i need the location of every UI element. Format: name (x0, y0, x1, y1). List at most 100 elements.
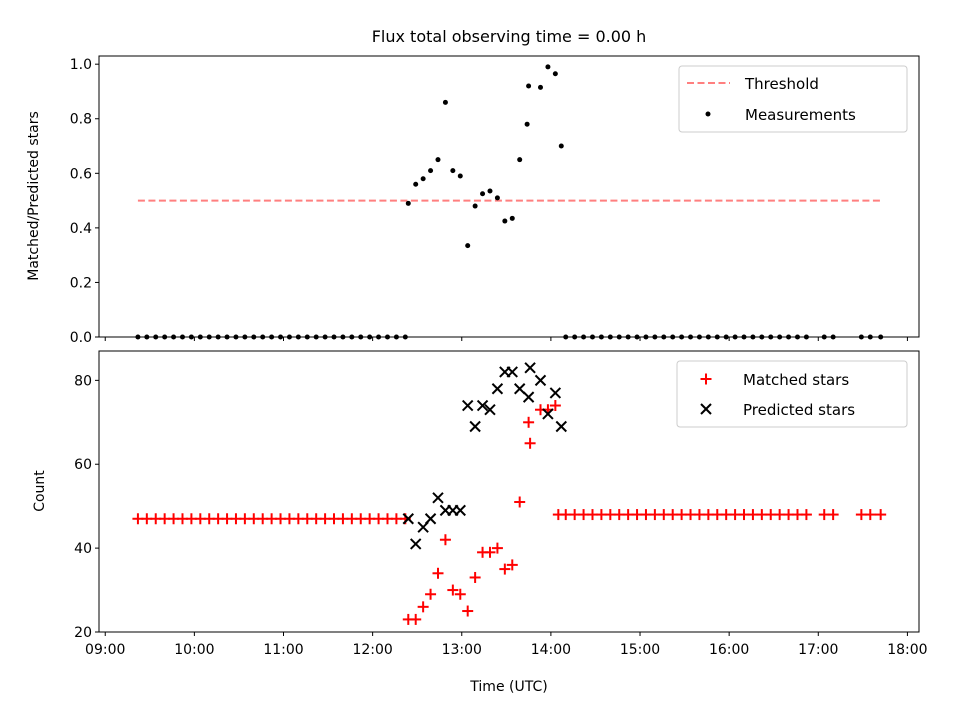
matched-star-point (875, 509, 887, 521)
measurement-point (442, 99, 448, 105)
top-axis-ticks: 0.0 0.2 0.4 0.6 0.8 1.0 (70, 57, 908, 346)
bottom-plot-area (132, 362, 887, 625)
measurement-point (480, 191, 486, 197)
top-y-axis-label: Matched/Predicted stars (26, 111, 42, 281)
x-tick-label: 16:00 (709, 642, 749, 658)
predicted-star-point (506, 366, 518, 378)
bottom-y-tick-label: 60 (74, 457, 92, 473)
measurement-point (428, 168, 434, 174)
matched-star-point (800, 509, 812, 521)
top-y-tick-label: 0.2 (70, 275, 92, 291)
measurement-point (509, 215, 515, 221)
matched-legend-marker (700, 373, 712, 385)
predicted-star-point (542, 408, 554, 420)
x-tick-label: 13:00 (442, 642, 482, 658)
predicted-star-point (513, 383, 526, 395)
measurement-point (420, 176, 426, 182)
measurement-point (457, 173, 463, 179)
x-tick-label: 18:00 (887, 642, 927, 658)
predicted-star-point (522, 391, 535, 403)
matched-star-point (417, 601, 429, 613)
matched-star-point (491, 542, 503, 554)
matched-star-point (549, 400, 561, 412)
measurement-point (558, 143, 564, 149)
top-y-tick-label: 0.4 (70, 221, 92, 237)
bottom-legend-box (676, 360, 908, 428)
measurement-point (537, 84, 543, 90)
bottom-y-tick-label: 20 (74, 625, 92, 641)
chart-title: Flux total observing time = 0.00 h (372, 27, 647, 46)
measurement-point (526, 83, 532, 89)
predicted-star-point (461, 399, 474, 412)
bottom-axes-frame (98, 350, 920, 633)
x-tick-label: 15:00 (620, 642, 660, 658)
predicted-star-point (424, 513, 437, 525)
measurement-point (472, 203, 478, 209)
x-tick-label: 11:00 (263, 642, 303, 658)
x-tick-label: 14:00 (531, 642, 571, 658)
matched-legend-label: Matched stars (743, 371, 849, 389)
measurement-point (487, 188, 493, 194)
predicted-star-point (555, 420, 567, 433)
predicted-star-point (534, 374, 547, 387)
measurements-legend-swatch (705, 111, 711, 117)
threshold-legend-label: Threshold (744, 75, 819, 93)
x-tick-label: 17:00 (798, 642, 838, 658)
matched-star-point (425, 588, 437, 600)
measurement-point (524, 121, 530, 127)
bottom-y-tick-label: 80 (74, 373, 92, 389)
measurement-point (502, 218, 508, 224)
x-axis-label: Time (UTC) (469, 679, 547, 695)
bottom-legend: Matched stars Predicted stars (676, 360, 908, 428)
matched-star-point (484, 546, 496, 558)
matched-star-point (506, 559, 518, 571)
matched-star-point (524, 437, 536, 449)
matched-star-point (439, 534, 451, 546)
matched-star-point (410, 613, 422, 625)
bottom-y-axis-label: Count (32, 470, 48, 512)
predicted-star-point (549, 387, 562, 399)
measurements-legend-label: Measurements (745, 106, 856, 124)
matched-star-point (469, 571, 481, 583)
measurement-point (413, 181, 419, 187)
predicted-star-point (491, 383, 504, 395)
matched-legend-swatch (700, 373, 712, 385)
measurement-point (494, 195, 500, 201)
top-y-tick-label: 1.0 (70, 57, 92, 73)
predicted-star-point (402, 513, 414, 525)
measurement-point (465, 243, 471, 249)
predicted-star-point (484, 404, 496, 416)
measurement-point (517, 157, 523, 163)
measurement-point (552, 71, 558, 77)
x-tick-label: 09:00 (85, 642, 125, 658)
matched-star-point (432, 567, 444, 579)
measurement-point (450, 168, 456, 174)
bottom-axis-ticks: 20 40 60 80 09:00 10:00 11:00 12:00 13:00 14:00 15… (74, 373, 927, 658)
predicted-legend-marker (700, 403, 712, 415)
predicted-star-point (469, 420, 481, 433)
predicted-star-point (432, 492, 444, 504)
predicted-star-point (524, 362, 536, 374)
top-legend: Threshold Measurements (678, 65, 908, 133)
top-axes-frame (98, 55, 920, 338)
matched-star-point (523, 416, 535, 428)
matched-star-point (514, 496, 526, 508)
measurement-point (435, 157, 441, 163)
matched-star-point (454, 588, 466, 600)
matched-star-point (864, 509, 876, 521)
matched-star-point (447, 584, 459, 596)
measurement-point (405, 200, 411, 206)
predicted-star-point (476, 399, 489, 412)
predicted-legend-swatch (700, 403, 712, 415)
measurement-point (545, 64, 551, 70)
bottom-y-tick-label: 40 (74, 541, 92, 557)
predicted-star-point (410, 538, 422, 550)
predicted-star-point (454, 504, 466, 517)
top-y-tick-label: 0.6 (70, 166, 92, 182)
top-y-tick-label: 0.0 (70, 330, 92, 346)
x-tick-label: 12:00 (352, 642, 392, 658)
top-legend-box (678, 65, 908, 133)
matched-star-point (499, 563, 511, 575)
x-tick-label: 10:00 (174, 642, 214, 658)
